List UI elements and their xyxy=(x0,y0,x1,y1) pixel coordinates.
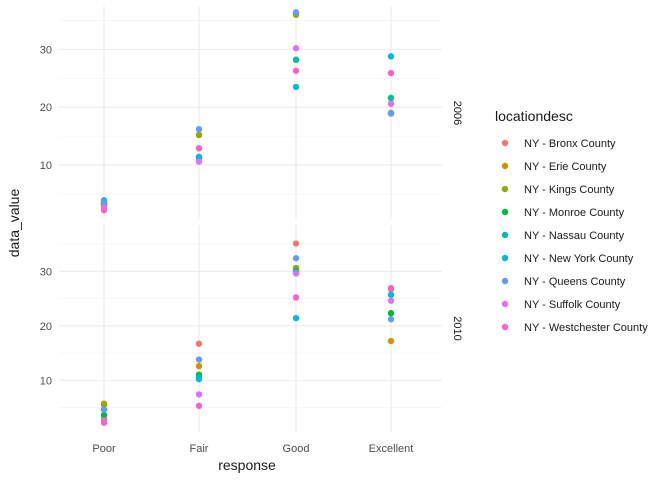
legend-item: NY - Suffolk County xyxy=(501,299,621,311)
legend-label: NY - Nassau County xyxy=(524,230,625,242)
x-tick-label: Fair xyxy=(190,443,209,455)
x-tick-label: Excellent xyxy=(369,443,414,455)
y-tick-label: 30 xyxy=(40,266,52,278)
data-point xyxy=(292,294,300,301)
legend-key xyxy=(501,300,509,308)
data-point xyxy=(292,67,300,74)
data-point xyxy=(292,240,300,247)
y-tick-label: 10 xyxy=(40,160,52,172)
data-point xyxy=(100,406,108,413)
legend-label: NY - Erie County xyxy=(524,161,607,173)
legend-key xyxy=(501,231,509,239)
legend-key xyxy=(501,139,509,147)
data-point xyxy=(387,337,395,345)
legend: locationdesc NY - Bronx County NY - Erie … xyxy=(495,108,648,334)
panel-2010: 10 20 30 2010 xyxy=(40,225,463,432)
data-point xyxy=(195,402,203,410)
y-axis-title: data_value xyxy=(6,189,22,258)
legend-label: NY - New York County xyxy=(524,253,634,265)
data-point xyxy=(387,94,395,102)
data-point xyxy=(195,362,203,370)
data-point xyxy=(195,356,203,363)
data-point xyxy=(387,100,395,107)
legend-label: NY - Westchester County xyxy=(524,322,648,334)
legend-label: NY - Suffolk County xyxy=(524,299,621,311)
data-point xyxy=(292,56,300,63)
legend-key xyxy=(501,277,509,285)
data-point xyxy=(195,391,203,398)
data-point xyxy=(195,340,203,347)
legend-item: NY - Westchester County xyxy=(501,322,648,334)
legend-key xyxy=(501,254,509,262)
x-axis: Poor Fair Good Excellent xyxy=(92,443,413,455)
data-point xyxy=(387,297,395,304)
data-point xyxy=(195,153,203,161)
data-point xyxy=(292,314,300,322)
legend-item: NY - Bronx County xyxy=(501,138,616,150)
data-point xyxy=(195,158,203,165)
legend-key xyxy=(501,323,509,331)
legend-key xyxy=(501,208,509,216)
legend-key xyxy=(501,185,509,193)
facet-label-2006: 2006 xyxy=(451,101,463,125)
data-point xyxy=(387,291,395,298)
data-point xyxy=(292,45,300,52)
data-point xyxy=(100,419,108,426)
data-point xyxy=(100,411,108,419)
data-point xyxy=(387,110,395,117)
legend-title: locationdesc xyxy=(495,108,573,124)
x-axis-title: response xyxy=(218,457,276,473)
data-point xyxy=(387,316,395,323)
legend-label: NY - Bronx County xyxy=(524,138,616,150)
data-point xyxy=(100,401,108,408)
data-point xyxy=(195,131,203,139)
data-point xyxy=(292,9,300,16)
legend-item: NY - Nassau County xyxy=(501,230,625,242)
data-point xyxy=(100,206,108,214)
legend-label: NY - Kings County xyxy=(524,184,615,196)
x-tick-label: Poor xyxy=(92,443,116,455)
data-point xyxy=(195,375,203,383)
data-point xyxy=(292,255,300,262)
legend-item: NY - Monroe County xyxy=(501,207,625,219)
x-tick-label: Good xyxy=(283,443,310,455)
data-point xyxy=(387,69,395,77)
legend-items: NY - Bronx County NY - Erie County NY - Ki… xyxy=(501,138,648,334)
data-point xyxy=(100,198,108,206)
facet-label-2010: 2010 xyxy=(451,316,463,340)
data-point xyxy=(387,310,395,317)
data-point xyxy=(292,83,300,91)
legend-key xyxy=(501,162,509,170)
legend-label: NY - Queens County xyxy=(524,276,626,288)
legend-item: NY - New York County xyxy=(501,253,634,265)
data-point xyxy=(195,145,203,152)
panel-2006: 10 20 30 2006 xyxy=(40,6,463,220)
data-point xyxy=(387,53,395,60)
facet-panels: 10 20 30 2006 10 20 30 2010 xyxy=(40,6,463,432)
legend-item: NY - Kings County xyxy=(501,184,615,196)
legend-label: NY - Monroe County xyxy=(524,207,625,219)
y-tick-label: 30 xyxy=(40,44,52,56)
data-point xyxy=(195,125,203,133)
y-tick-label: 10 xyxy=(40,375,52,387)
data-point xyxy=(292,270,300,277)
y-tick-label: 20 xyxy=(40,102,52,114)
legend-item: NY - Queens County xyxy=(501,276,626,288)
data-point xyxy=(387,284,395,292)
y-tick-label: 20 xyxy=(40,321,52,333)
legend-item: NY - Erie County xyxy=(501,161,607,173)
